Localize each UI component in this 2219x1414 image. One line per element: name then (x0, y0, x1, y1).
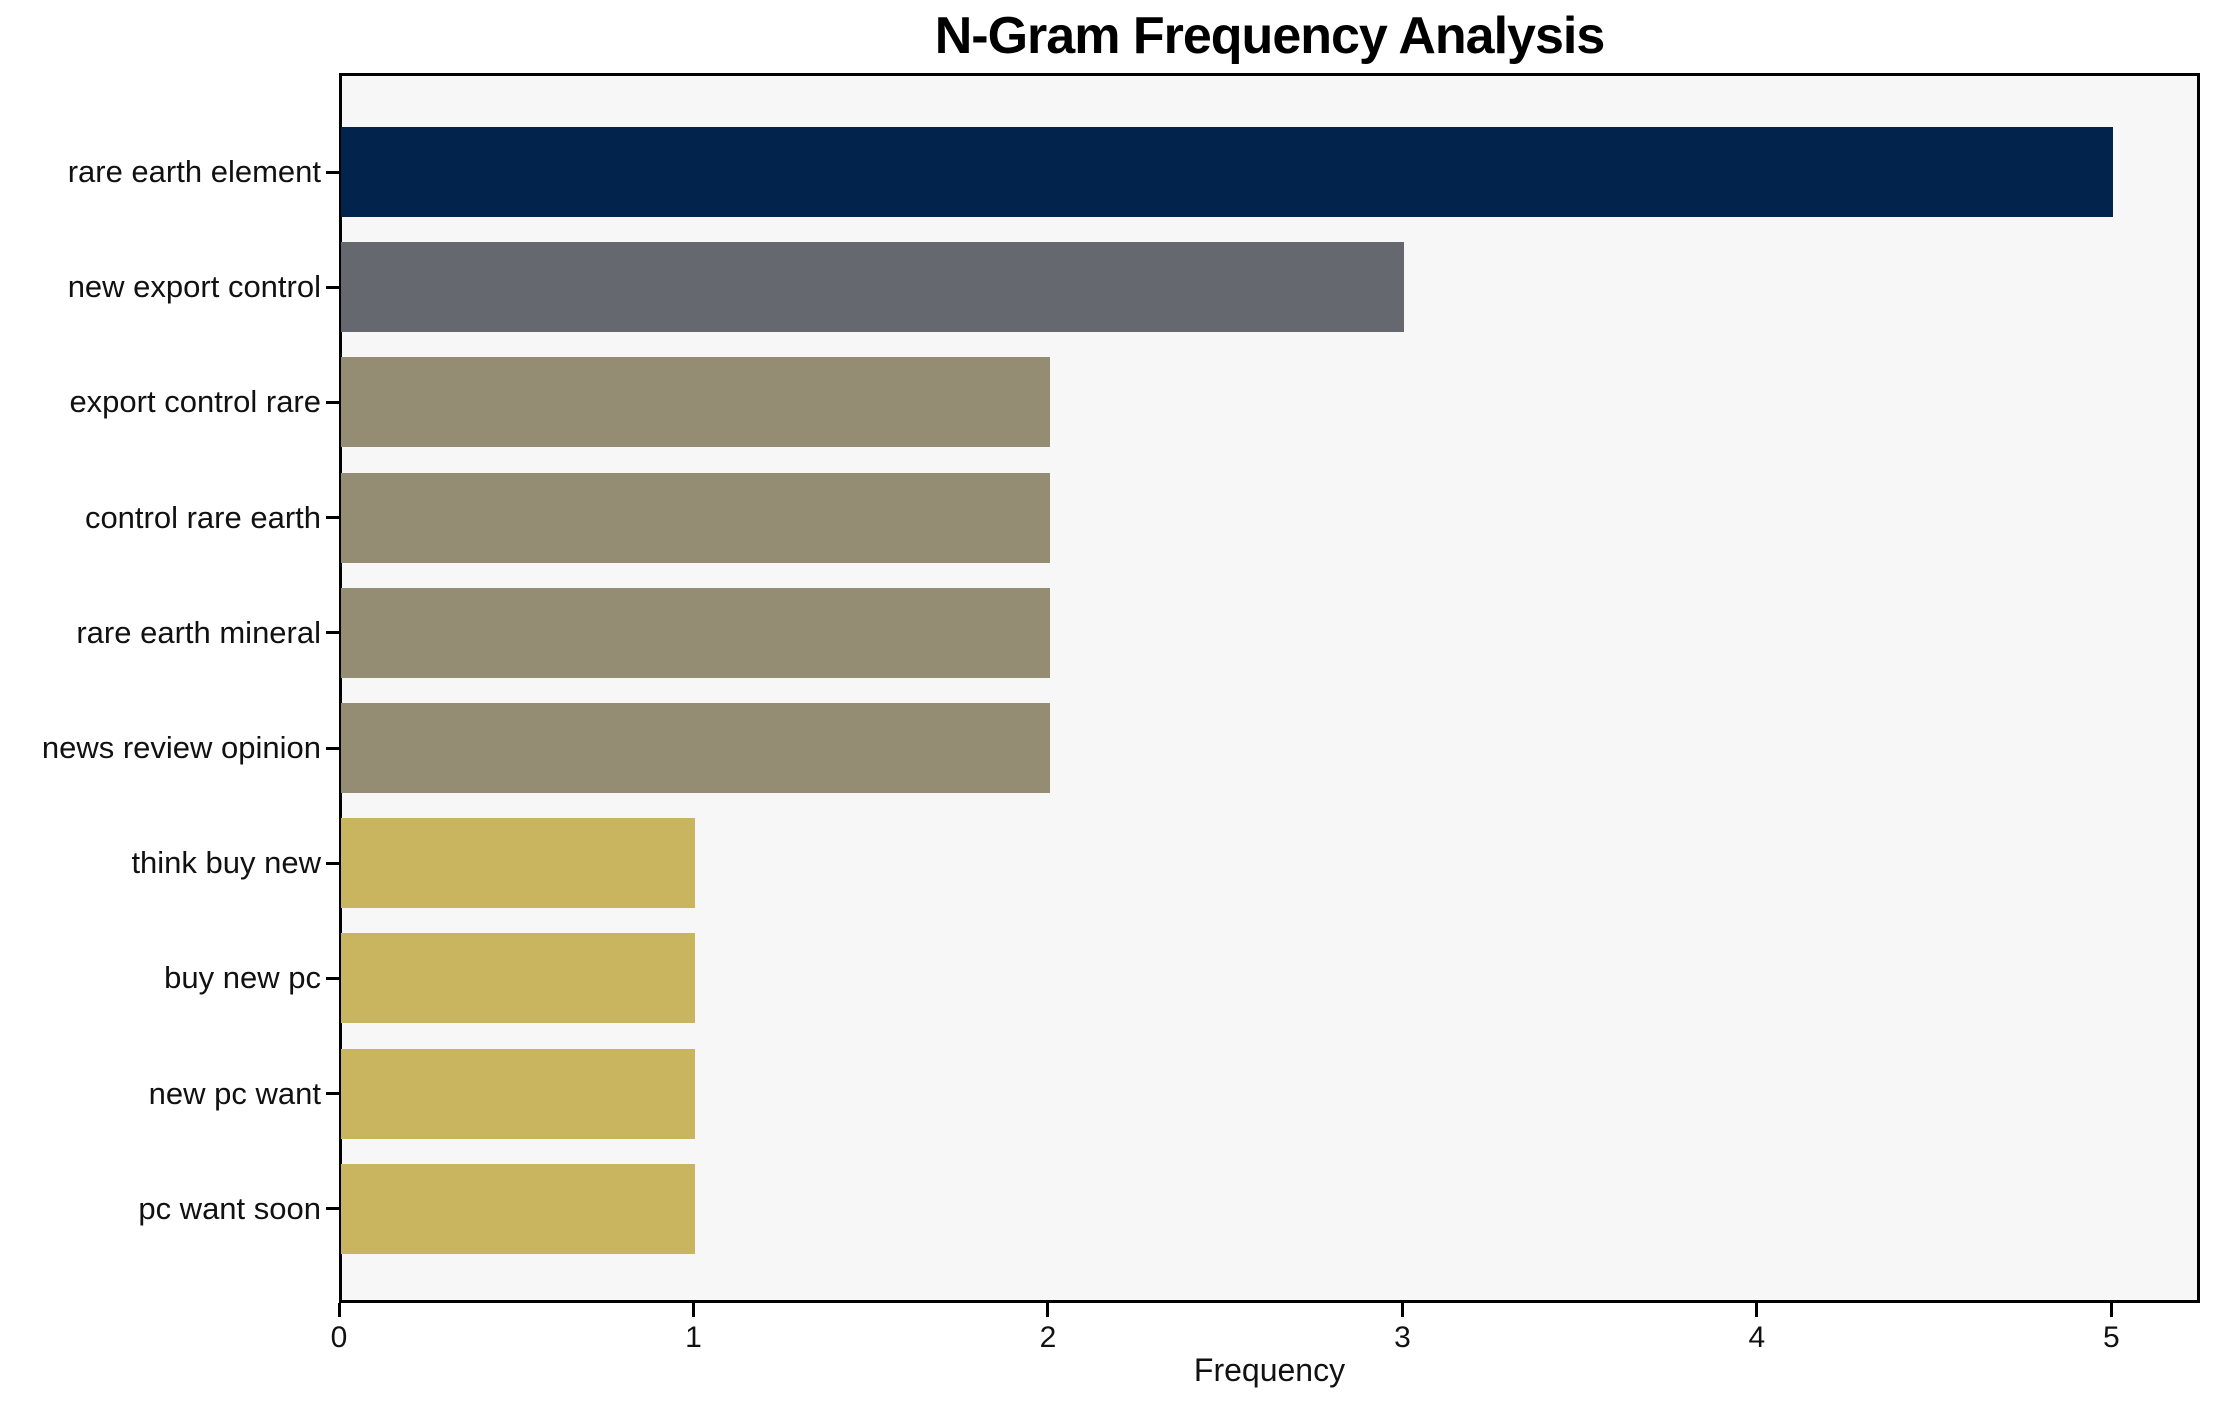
bar (341, 933, 695, 1024)
y-tick-mark (326, 1207, 339, 1211)
y-tick-label: news review opinion (41, 730, 321, 765)
bar (341, 127, 2113, 217)
bar (341, 242, 1404, 333)
y-tick-mark (326, 746, 339, 750)
bar (341, 1163, 695, 1254)
bar (341, 1048, 695, 1139)
x-tick-label: 3 (1394, 1321, 1411, 1354)
y-tick-mark (326, 1092, 339, 1096)
bar (341, 472, 1050, 563)
y-tick-label: pc want soon (138, 1190, 321, 1226)
x-tick-label: 2 (1039, 1321, 1057, 1354)
y-tick-mark (326, 516, 339, 520)
y-tick-label: control rare earth (84, 499, 321, 535)
x-axis-title: Frequency (1193, 1352, 1346, 1388)
x-tick-label: 0 (330, 1321, 348, 1354)
x-tick-label: 4 (1748, 1321, 1766, 1354)
x-tick-mark (1755, 1303, 1759, 1317)
bar (341, 357, 1050, 448)
x-tick-mark (1400, 1303, 1404, 1317)
x-tick-mark (691, 1303, 695, 1317)
y-tick-mark (326, 976, 339, 980)
x-tick-label: 1 (685, 1321, 702, 1354)
y-tick-mark (326, 170, 339, 174)
x-tick-mark (2109, 1303, 2113, 1317)
y-tick-mark (326, 861, 339, 865)
y-tick-label: think buy new (131, 845, 321, 881)
y-tick-mark (326, 400, 339, 404)
y-tick-mark (326, 285, 339, 289)
bar (341, 818, 695, 909)
x-tick-mark (337, 1303, 341, 1317)
y-tick-label: rare earth mineral (76, 614, 321, 650)
y-tick-label: export control rare (69, 384, 321, 420)
x-tick-mark (1046, 1303, 1050, 1317)
y-tick-label: buy new pc (164, 960, 321, 996)
bar (341, 587, 1050, 678)
x-tick-label: 5 (2103, 1321, 2120, 1354)
bar (341, 703, 1050, 793)
y-tick-mark (326, 631, 339, 635)
y-tick-label: new export control (67, 269, 321, 305)
y-tick-label: rare earth element (67, 154, 321, 189)
y-tick-label: new pc want (148, 1075, 321, 1111)
chart-title: N-Gram Frequency Analysis (934, 7, 1606, 65)
